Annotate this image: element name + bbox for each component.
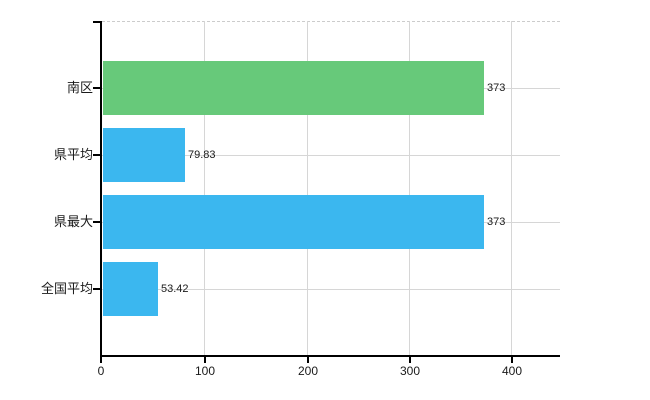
x-tick-label: 300 xyxy=(399,364,421,378)
gridline-horizontal xyxy=(102,289,560,290)
x-tick-label: 400 xyxy=(501,364,523,378)
gridline-vertical xyxy=(511,21,512,355)
category-label: 県平均 xyxy=(53,147,93,162)
bar-value-label: 373 xyxy=(487,216,506,228)
y-tick-mark xyxy=(93,21,100,23)
x-tick-mark xyxy=(204,357,206,363)
category-label: 南区 xyxy=(66,80,93,95)
bar xyxy=(103,262,158,316)
y-tick-mark xyxy=(93,87,100,89)
gridline-vertical xyxy=(307,21,308,355)
x-tick-mark xyxy=(511,357,513,363)
y-tick-mark xyxy=(93,221,100,223)
x-tick-label: 200 xyxy=(297,364,319,378)
bar xyxy=(103,128,185,182)
gridline-vertical xyxy=(204,21,205,355)
bar xyxy=(103,195,484,249)
x-tick-mark xyxy=(409,357,411,363)
gridline-vertical xyxy=(409,21,410,355)
gridline-horizontal xyxy=(102,155,560,156)
x-axis-line xyxy=(100,355,560,357)
y-tick-mark xyxy=(93,288,100,290)
bar-value-label: 79.83 xyxy=(188,149,216,161)
category-label: 県最大 xyxy=(53,214,93,229)
y-axis-line xyxy=(100,21,102,357)
x-tick-label: 100 xyxy=(194,364,216,378)
bar-value-label: 53.42 xyxy=(161,283,189,295)
x-tick-mark xyxy=(100,357,102,363)
x-tick-label: 0 xyxy=(97,364,105,378)
x-tick-mark xyxy=(307,357,309,363)
bar-value-label: 373 xyxy=(487,82,506,94)
top-boundary-line xyxy=(102,21,560,22)
category-label: 全国平均 xyxy=(40,281,93,296)
bar xyxy=(103,61,484,115)
y-tick-mark xyxy=(93,154,100,156)
